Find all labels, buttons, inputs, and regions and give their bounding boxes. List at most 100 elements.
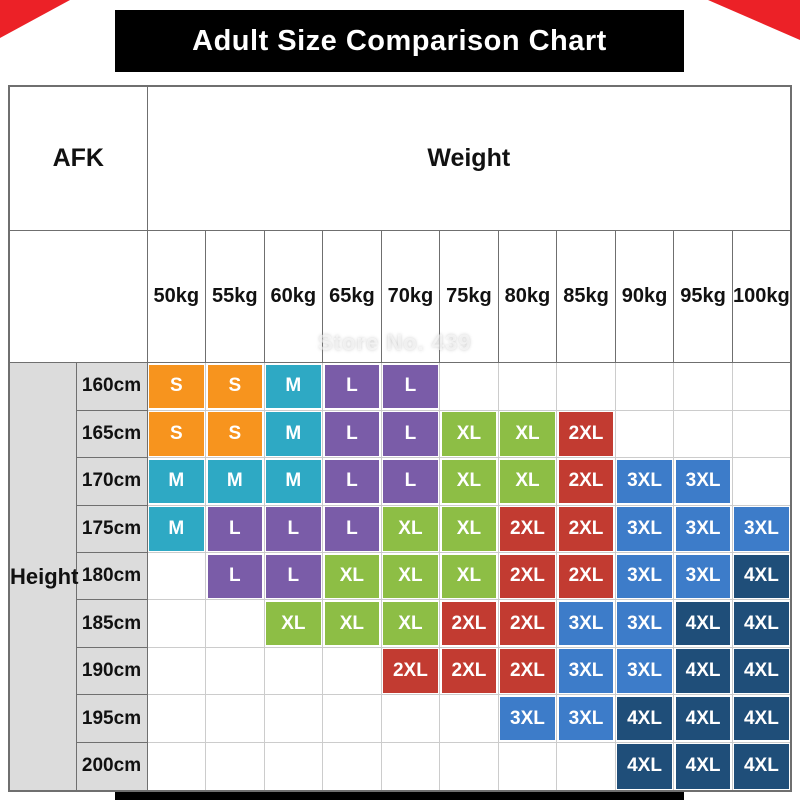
size-value: 3XL (558, 601, 614, 646)
size-value: 3XL (617, 507, 672, 551)
size-cell: S (205, 409, 265, 459)
empty-cell (497, 741, 558, 792)
size-cell: 2XL (439, 599, 499, 648)
size-value: 4XL (617, 744, 672, 789)
size-cell: 2XL (439, 646, 499, 696)
size-cell: XL (322, 599, 382, 648)
size-cell: 3XL (614, 551, 675, 601)
size-value: 4XL (675, 649, 731, 693)
size-cell: L (322, 457, 382, 506)
size-value: 4XL (675, 696, 731, 741)
size-cell: 4XL (731, 694, 792, 743)
height-row-header: 195cm (75, 694, 148, 743)
size-value: 2XL (500, 649, 555, 693)
size-grid-body: Height 160cm S S M L L 165cm S S M L L XL XL 2XL 170cm M M… (8, 362, 792, 792)
size-cell: L (380, 457, 441, 506)
size-value: M (149, 459, 204, 504)
weight-col-header: 85kg (556, 229, 616, 364)
empty-cell (439, 694, 499, 743)
size-cell: 2XL (556, 409, 616, 459)
size-value: M (266, 364, 321, 409)
size-value: 3XL (617, 554, 672, 598)
size-cell: S (205, 362, 265, 411)
empty-cell (205, 694, 265, 743)
empty-cell (146, 551, 207, 601)
empty-cell (263, 646, 324, 696)
empty-cell (614, 409, 675, 459)
corner-ribbon-left-icon (0, 0, 70, 38)
weight-label-row: 50kg 55kg 60kg 65kg 70kg 75kg 80kg 85kg 90kg 95kg… (8, 229, 792, 364)
size-cell: XL (497, 457, 558, 506)
empty-cell (146, 599, 207, 648)
size-value: 3XL (558, 649, 614, 693)
weight-col-header: 60kg (263, 229, 324, 364)
table-row: Height 160cm S S M L L (8, 362, 792, 792)
weight-axis-header: Weight (146, 85, 792, 231)
empty-cell (731, 362, 792, 411)
size-cell: XL (439, 504, 499, 554)
table-row: 185cm XL XL XL 2XL 2XL 3XL 3XL 4XL 4XL (9, 599, 792, 648)
size-value: L (207, 507, 263, 551)
size-cell: XL (439, 457, 499, 506)
size-cell: XL (439, 551, 499, 601)
size-cell: 2XL (497, 646, 558, 696)
size-value: XL (383, 554, 438, 598)
size-value: 2XL (558, 554, 614, 598)
size-cell: XL (439, 409, 499, 459)
size-chart-table-wrap: AFK Weight 50kg 55kg 60kg 65kg 70kg 75kg 80kg 8… (8, 85, 792, 792)
height-row-header: 190cm (75, 646, 148, 696)
size-value: 3XL (558, 696, 614, 741)
size-cell: 3XL (614, 504, 675, 554)
size-chart-table: AFK Weight 50kg 55kg 60kg 65kg 70kg 75kg 80kg 8… (8, 85, 792, 792)
bottom-bar (115, 792, 684, 800)
weight-col-header: 100kg (731, 229, 792, 364)
size-value: M (266, 412, 321, 456)
size-cell: L (322, 504, 382, 554)
size-cell: 2XL (380, 646, 441, 696)
size-value: 4XL (734, 696, 789, 741)
size-value: M (207, 459, 263, 504)
empty-cell (556, 741, 616, 792)
size-value: XL (266, 601, 321, 646)
height-row-header: 160cm (75, 362, 148, 411)
size-cell: 3XL (556, 694, 616, 743)
empty-cell (497, 362, 558, 411)
size-value: 4XL (734, 601, 789, 646)
size-cell: L (263, 504, 324, 554)
size-value: L (324, 459, 380, 504)
table-row: 170cm M M M L L XL XL 2XL 3XL 3XL (9, 457, 792, 506)
size-value: 4XL (734, 744, 789, 789)
size-value: 3XL (617, 601, 672, 646)
size-cell: 3XL (614, 457, 675, 506)
size-cell: 2XL (497, 599, 558, 648)
size-cell: M (263, 362, 324, 411)
empty-cell (380, 694, 441, 743)
height-axis-header: Height (8, 362, 78, 792)
size-cell: 3XL (673, 504, 733, 554)
size-cell: M (263, 457, 324, 506)
size-cell: XL (380, 504, 441, 554)
empty-cell (614, 362, 675, 411)
size-value: 3XL (675, 554, 731, 598)
size-value: 4XL (675, 601, 731, 646)
size-value: L (324, 507, 380, 551)
size-value: L (266, 554, 321, 598)
size-value: 4XL (734, 554, 789, 598)
size-cell: L (205, 504, 265, 554)
size-cell: XL (380, 599, 441, 648)
size-cell: 3XL (614, 646, 675, 696)
empty-cell (731, 457, 792, 506)
size-value: L (383, 412, 438, 456)
height-row-header: 170cm (75, 457, 148, 506)
size-cell: 4XL (731, 599, 792, 648)
height-row-header: 200cm (75, 741, 148, 792)
size-cell: 4XL (614, 741, 675, 792)
size-cell: 2XL (556, 504, 616, 554)
table-row: 165cm S S M L L XL XL 2XL (9, 409, 792, 459)
size-value: XL (383, 507, 438, 551)
size-value: 3XL (675, 459, 731, 504)
size-cell: M (263, 409, 324, 459)
size-value: 2XL (500, 507, 555, 551)
empty-cell (322, 646, 382, 696)
size-value: 2XL (441, 601, 497, 646)
